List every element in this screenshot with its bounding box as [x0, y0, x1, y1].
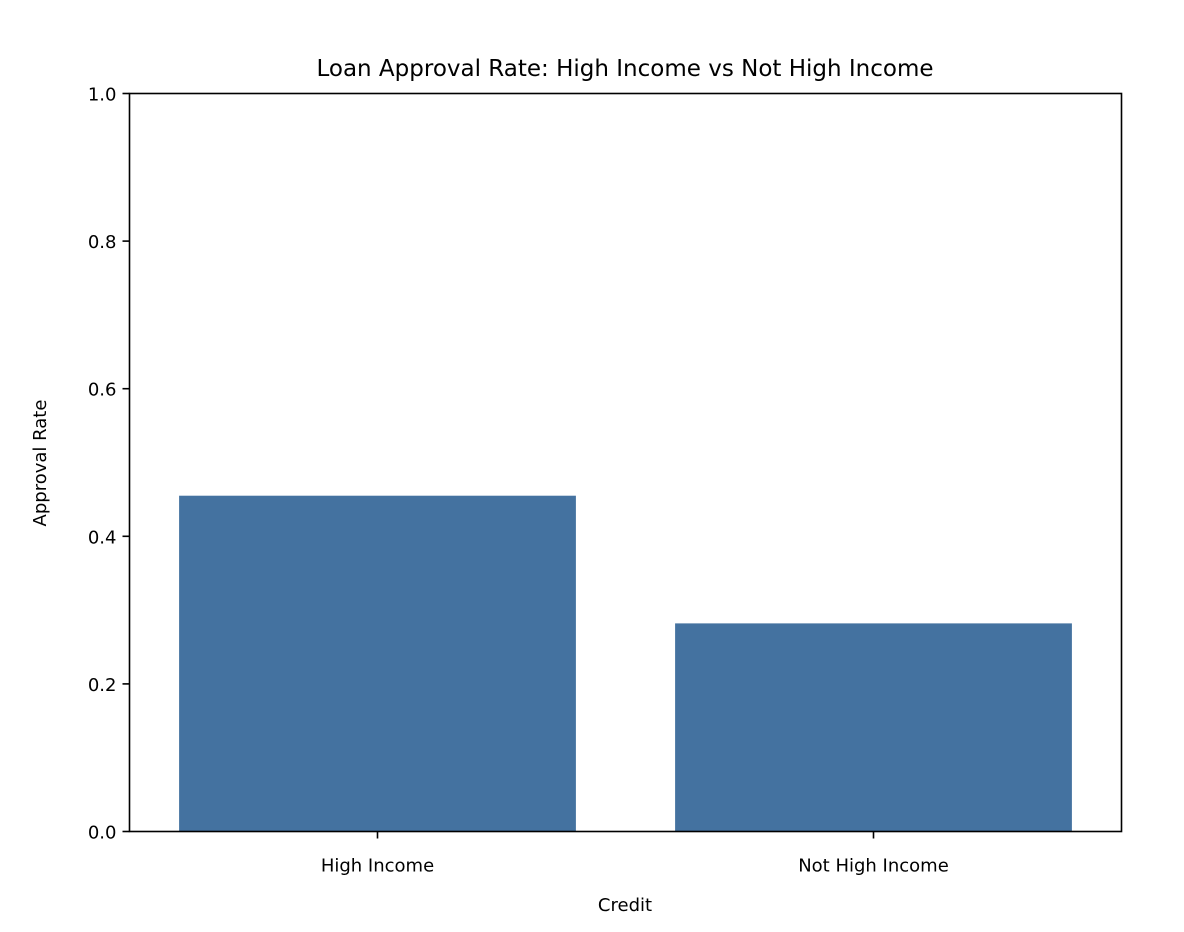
y-tick-label: 0.6	[88, 380, 117, 401]
plot-frame	[128, 92, 1123, 833]
y-tick-label: 0.4	[88, 527, 117, 548]
bar-0	[179, 495, 576, 832]
x-tick-label: Not High Income	[798, 856, 949, 877]
y-tick-label: 1.0	[88, 85, 117, 106]
chart-title: Loan Approval Rate: High Income vs Not H…	[316, 56, 933, 82]
bars-group	[179, 495, 1072, 832]
y-tick-label: 0.8	[88, 232, 117, 253]
y-tick-label: 0.2	[88, 675, 117, 696]
x-axis-label: Credit	[598, 895, 652, 916]
bar-1	[675, 623, 1072, 832]
y-axis-label: Approval Rate	[30, 400, 51, 527]
x-tick-label: High Income	[321, 856, 434, 877]
y-axis: 0.0 0.2 0.4 0.6 0.8 1.0	[88, 85, 130, 844]
y-tick-label: 0.0	[88, 823, 117, 844]
x-axis: High Income Not High Income	[321, 831, 949, 877]
